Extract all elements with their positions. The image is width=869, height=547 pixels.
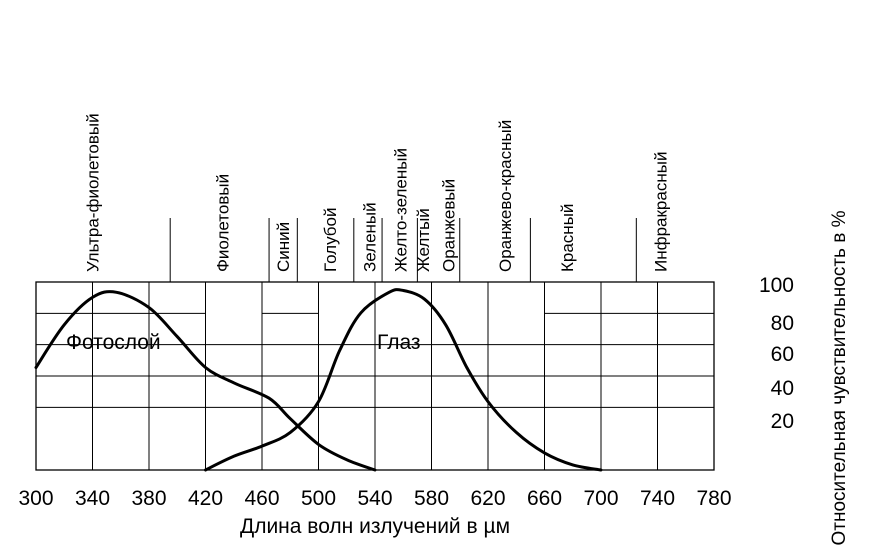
x-tick-label: 420 <box>188 487 223 510</box>
tick-labels: 300 340 380 420 460 500 540 580 620 660 700 740 780 1… <box>18 274 794 510</box>
spectrum-bands: Ультра-фиолетовый Фиолетовый Синий Голубой З… <box>84 113 670 282</box>
photolayer-curve <box>34 290 377 472</box>
y-tick-label: 20 <box>771 410 794 433</box>
x-tick-label: 700 <box>583 487 618 510</box>
band-label: Красный <box>558 204 577 272</box>
series-curves: Фотослой Глаз <box>34 288 603 472</box>
band-label: Желто-зеленый <box>391 148 410 272</box>
y-axis-label: Относительная чувствительность в % <box>829 210 850 545</box>
x-tick-label: 780 <box>696 487 731 510</box>
eye-curve <box>204 288 603 472</box>
band-label: Голубой <box>321 208 340 272</box>
y-tick-label: 40 <box>771 377 794 400</box>
band-label: Ультра-фиолетовый <box>84 113 103 272</box>
x-tick-label: 460 <box>244 487 279 510</box>
x-tick-label: 540 <box>357 487 392 510</box>
band-label: Оранжевый <box>439 179 458 272</box>
x-tick-label: 340 <box>75 487 110 510</box>
series-label: Фотослой <box>66 331 161 354</box>
y-tick-label: 100 <box>759 274 794 297</box>
plot-grid <box>35 281 715 471</box>
x-tick-label: 740 <box>640 487 675 510</box>
band-label: Фиолетовый <box>213 174 232 272</box>
x-tick-label: 580 <box>414 487 449 510</box>
band-label: Инфракрасный <box>651 152 670 272</box>
band-label: Зеленый <box>360 202 379 272</box>
x-tick-label: 500 <box>301 487 336 510</box>
x-axis-label: Длина волн излучений в µм <box>240 515 510 538</box>
y-tick-label: 80 <box>771 312 794 335</box>
band-label: Желтый <box>414 208 433 272</box>
series-label: Глаз <box>377 331 421 354</box>
x-tick-label: 300 <box>18 487 53 510</box>
y-tick-label: 60 <box>771 343 794 366</box>
x-tick-label: 380 <box>131 487 166 510</box>
band-label: Оранжево-красный <box>496 120 515 272</box>
band-label: Синий <box>274 222 293 272</box>
x-tick-label: 660 <box>527 487 562 510</box>
x-tick-label: 620 <box>470 487 505 510</box>
